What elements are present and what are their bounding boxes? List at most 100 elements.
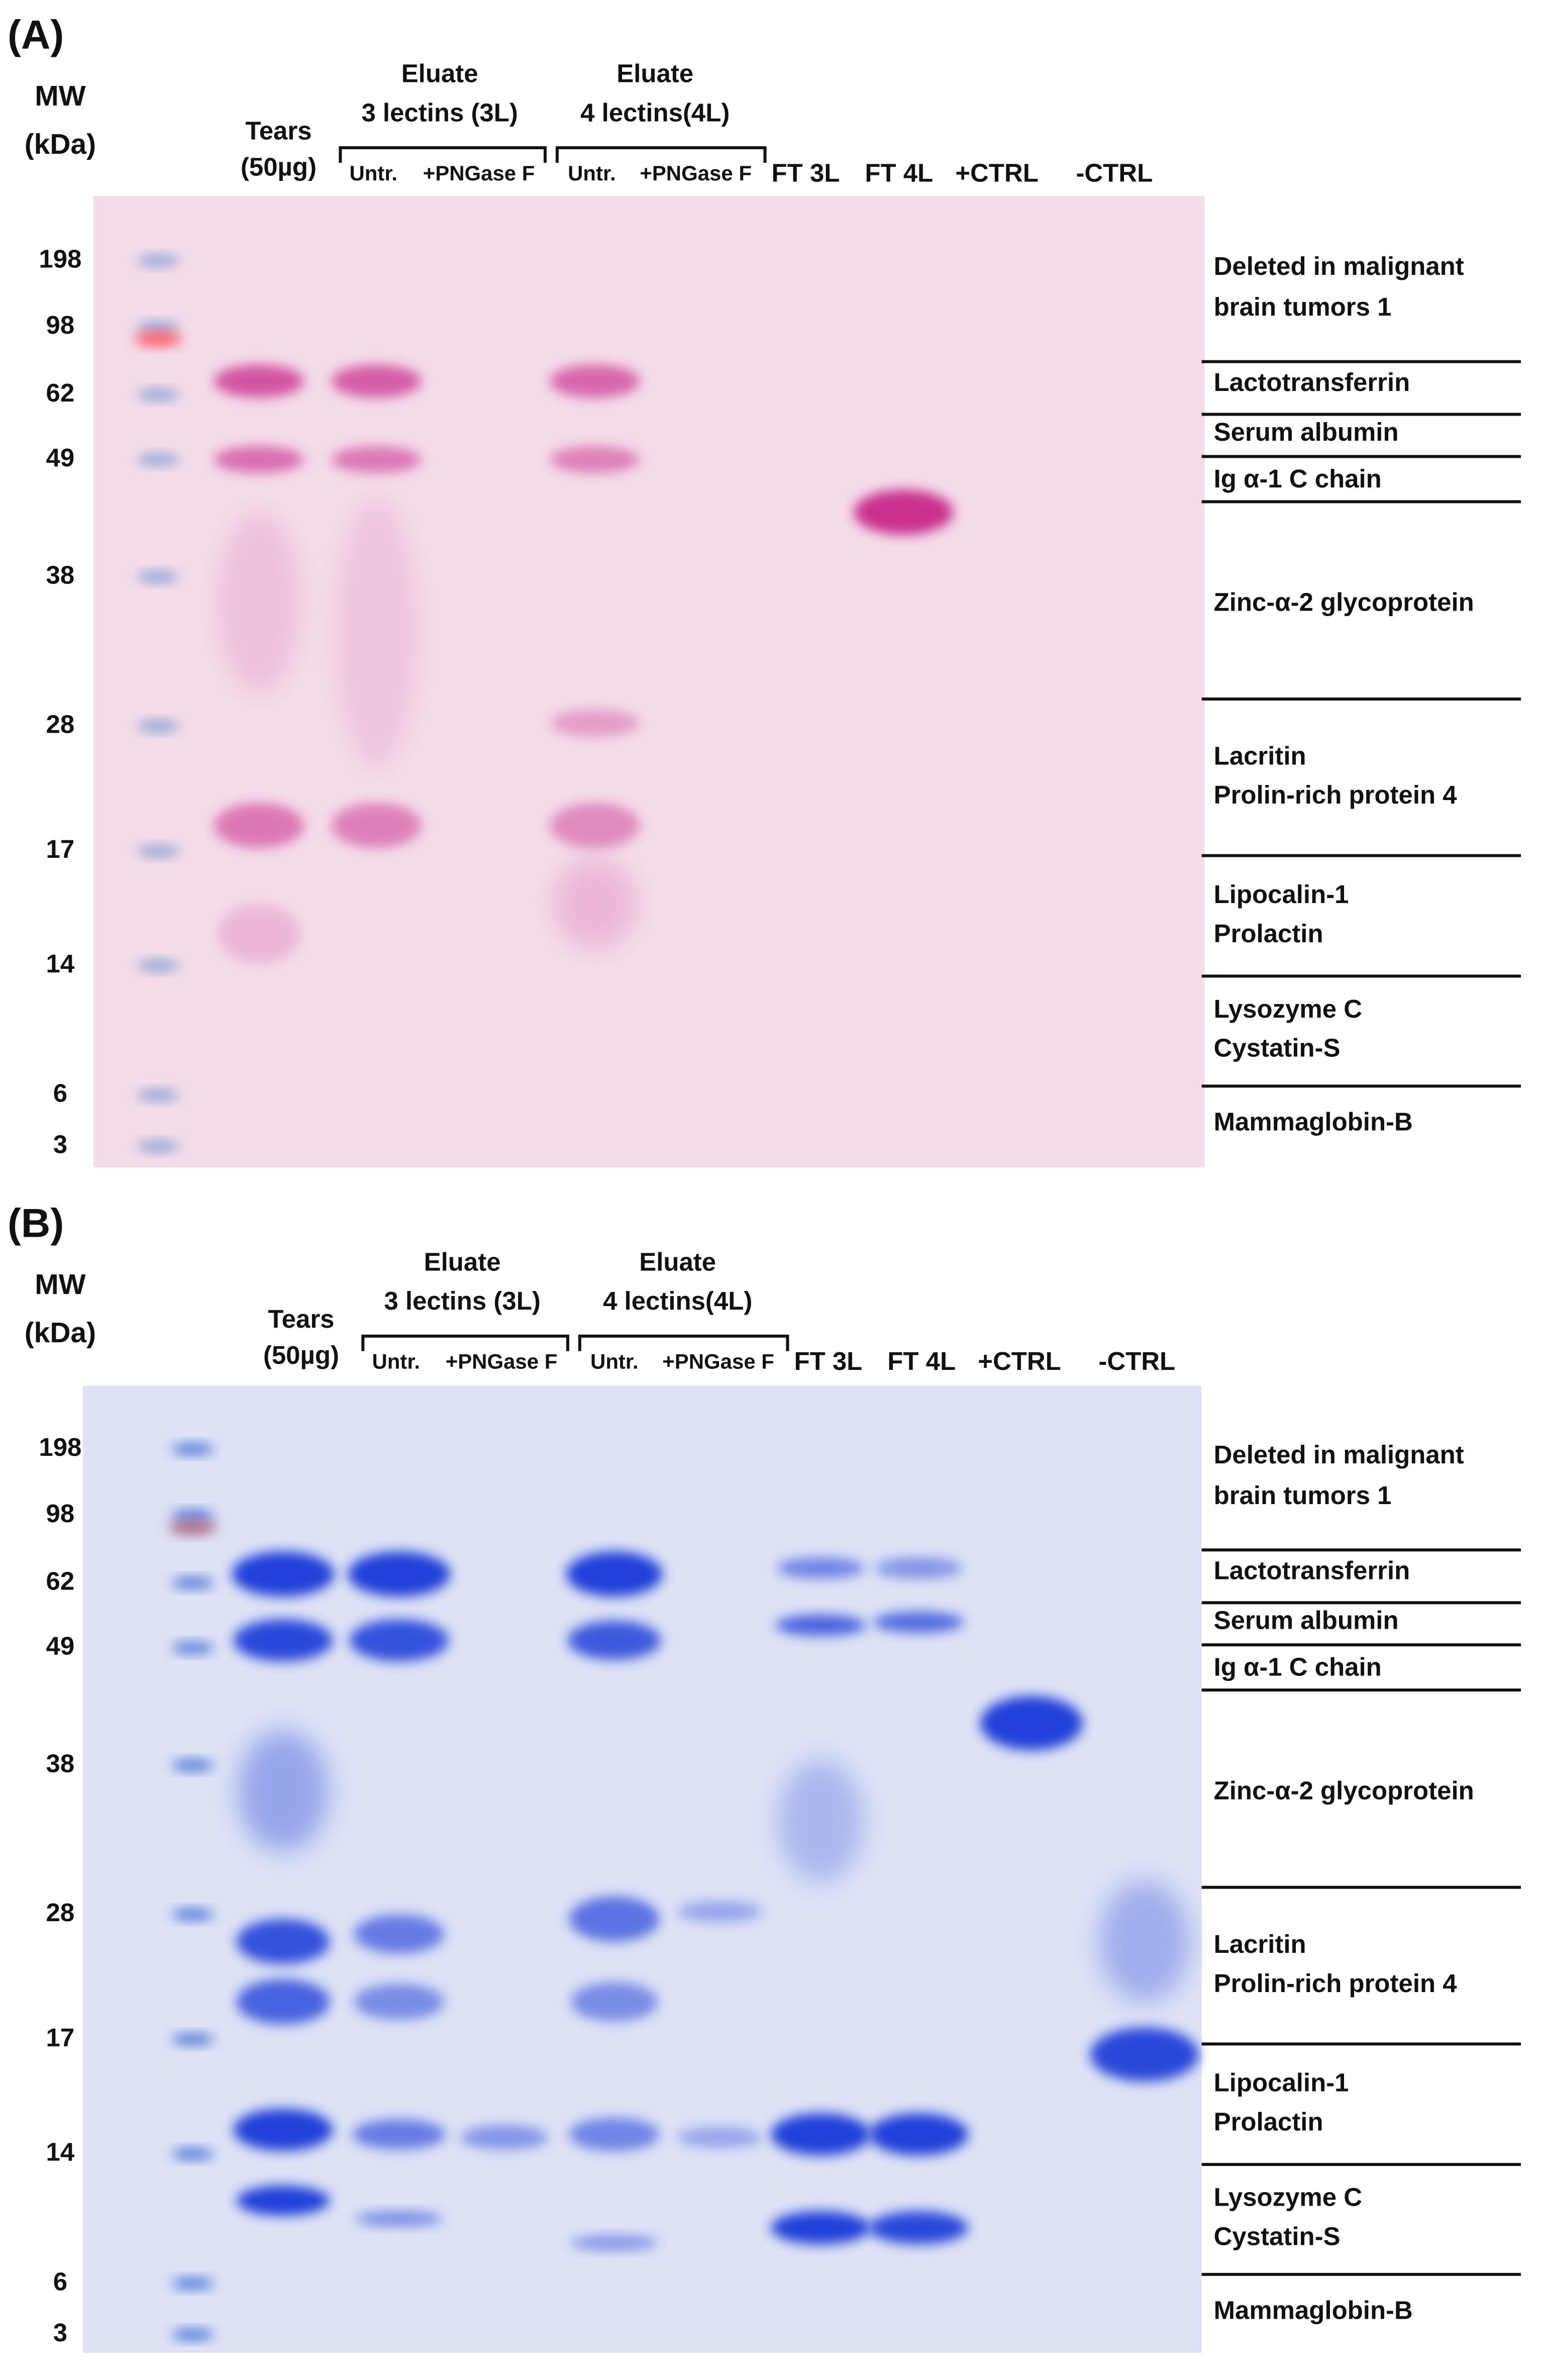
mw-marker: 28 xyxy=(46,1898,75,1927)
mw-marker: 198 xyxy=(39,1433,81,1461)
gel-band xyxy=(1099,1881,1190,2002)
protein-label: Zinc-α-2 glycoprotein xyxy=(1214,1776,1474,1805)
gel-band xyxy=(875,1557,963,1579)
ladder-band xyxy=(171,1577,214,1590)
lane-label: Untr. xyxy=(568,161,616,185)
mw-title: (kDa) xyxy=(25,128,96,160)
lane-label: +PNGase F xyxy=(446,1350,558,1373)
protein-label: Lactotransferrin xyxy=(1214,1556,1410,1585)
gel-band xyxy=(331,446,422,473)
group-header: Eluate xyxy=(401,59,478,88)
mw-marker: 17 xyxy=(46,2023,75,2052)
gel-band xyxy=(771,2211,871,2244)
group-bracket xyxy=(555,146,767,163)
gel-band xyxy=(677,1901,762,1922)
ladder-band xyxy=(171,1908,214,1921)
gel-band xyxy=(677,2127,762,2148)
protein-label: Zinc-α-2 glycoprotein xyxy=(1214,588,1474,617)
group-header: (50µg) xyxy=(263,1341,339,1369)
protein-label: Ig α-1 C chain xyxy=(1214,1653,1382,1681)
mw-marker: 98 xyxy=(46,311,75,339)
protein-label: Lipocalin-1 xyxy=(1214,2068,1349,2097)
group-bracket xyxy=(361,1334,569,1351)
ladder-band xyxy=(137,959,179,972)
gel-band xyxy=(331,364,422,398)
gel-band xyxy=(214,803,304,848)
ladder-band xyxy=(171,2033,214,2046)
gel-band xyxy=(218,904,300,964)
gel-band xyxy=(980,1696,1083,1750)
gel-band xyxy=(771,2113,871,2156)
gel-band xyxy=(233,1619,333,1662)
mw-marker: 49 xyxy=(46,443,75,472)
lane-label: +PNGase F xyxy=(640,161,752,185)
gel-band xyxy=(214,364,304,398)
gel-band xyxy=(569,1896,660,1942)
ladder-band xyxy=(171,1642,214,1654)
mw-title: MW xyxy=(35,1268,85,1301)
lane-label: FT 3L xyxy=(772,158,840,187)
protein-label: Prolactin xyxy=(1214,919,1323,948)
protein-label: brain tumors 1 xyxy=(1214,1481,1392,1510)
lane-label: +PNGase F xyxy=(423,161,535,185)
gel-band xyxy=(566,1551,663,1597)
gel-band xyxy=(232,1551,335,1597)
lane-label: Untr. xyxy=(372,1350,420,1373)
gel-band xyxy=(869,2211,969,2244)
gel-band xyxy=(354,1914,445,1954)
gel-band xyxy=(854,489,954,535)
mw-marker: 62 xyxy=(46,378,75,407)
mw-marker: 38 xyxy=(46,561,75,589)
gel-band xyxy=(549,709,640,737)
gel-band xyxy=(775,1615,866,1636)
lane-label: -CTRL xyxy=(1076,158,1153,187)
group-header: (50µg) xyxy=(241,152,317,181)
ladder-band xyxy=(171,1443,214,1455)
ladder-band xyxy=(137,321,179,333)
group-bracket xyxy=(578,1334,789,1351)
gel-band xyxy=(218,512,300,693)
protein-label: brain tumors 1 xyxy=(1214,292,1392,321)
protein-label: Lysozyme C xyxy=(1214,2183,1362,2211)
gel-band xyxy=(214,446,304,473)
ladder-band xyxy=(137,388,179,401)
gel-band xyxy=(233,2109,333,2151)
ladder-band xyxy=(137,1140,179,1153)
ladder-band xyxy=(137,845,179,857)
lane-label: Untr. xyxy=(590,1350,639,1373)
mw-marker: 28 xyxy=(46,710,75,738)
gel-band xyxy=(355,2211,443,2226)
mw-title: (kDa) xyxy=(25,1317,96,1349)
gel-panel xyxy=(93,195,1205,1168)
group-bracket xyxy=(339,146,547,163)
protein-label: Ig α-1 C chain xyxy=(1214,464,1382,493)
ladder-band xyxy=(137,254,179,267)
gel-band xyxy=(777,1557,865,1579)
lane-label: FT 3L xyxy=(794,1347,862,1375)
gel-band xyxy=(869,2113,969,2156)
protein-label: Cystatin-S xyxy=(1214,1034,1341,1062)
mw-marker: 38 xyxy=(46,1749,75,1777)
group-header: 4 lectins(4L) xyxy=(603,1286,752,1315)
ladder-band xyxy=(134,331,182,347)
gel-band xyxy=(349,1619,449,1662)
gel-band xyxy=(569,2118,660,2151)
mw-marker: 6 xyxy=(53,1079,67,1108)
mw-marker: 14 xyxy=(46,2138,75,2166)
protein-label: Deleted in malignant xyxy=(1214,252,1464,280)
gel-panel xyxy=(82,1385,1202,2353)
mw-marker: 198 xyxy=(39,244,81,273)
gel-band xyxy=(549,803,640,848)
protein-label: Cystatin-S xyxy=(1214,2222,1341,2250)
ladder-band xyxy=(171,1759,214,1771)
protein-label: Lysozyme C xyxy=(1214,995,1362,1023)
lane-label: FT 4L xyxy=(887,1347,956,1375)
group-header: 3 lectins (3L) xyxy=(384,1286,540,1315)
gel-band xyxy=(549,364,640,398)
lane-label: +PNGase F xyxy=(662,1350,774,1373)
gel-band xyxy=(553,858,637,949)
gel-band xyxy=(331,803,422,848)
protein-label: Lipocalin-1 xyxy=(1214,880,1349,909)
group-header: Tears xyxy=(268,1305,334,1333)
